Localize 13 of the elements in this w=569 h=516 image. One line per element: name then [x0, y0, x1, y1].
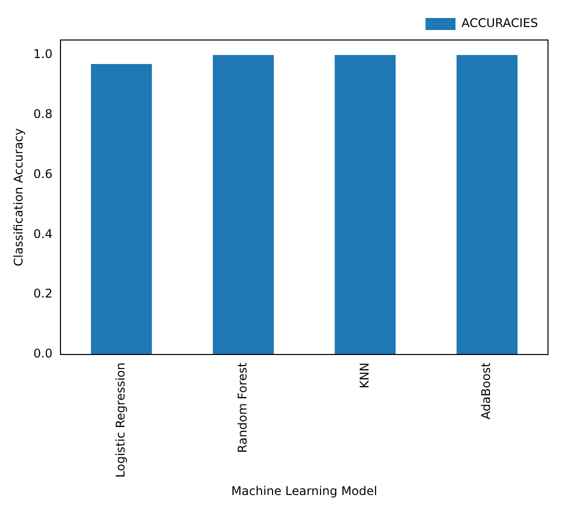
- x-tick-label: KNN: [357, 362, 372, 388]
- x-tick-label: AdaBoost: [479, 362, 494, 420]
- y-tick-label: 0.2: [33, 286, 52, 301]
- y-tick-label: 0.4: [33, 226, 52, 241]
- x-tick-label: Logistic Regression: [114, 362, 128, 478]
- legend-label: ACCURACIES: [461, 16, 538, 30]
- y-tick-label: 0.6: [33, 166, 52, 181]
- y-axis-title: Classification Accuracy: [11, 128, 26, 266]
- y-tick-label: 0.8: [33, 107, 52, 122]
- y-tick-label: 1.0: [33, 47, 52, 62]
- y-tick-label: 0.0: [33, 346, 52, 361]
- x-tick-label: Random Forest: [235, 362, 250, 453]
- x-axis-title: Machine Learning Model: [231, 484, 378, 498]
